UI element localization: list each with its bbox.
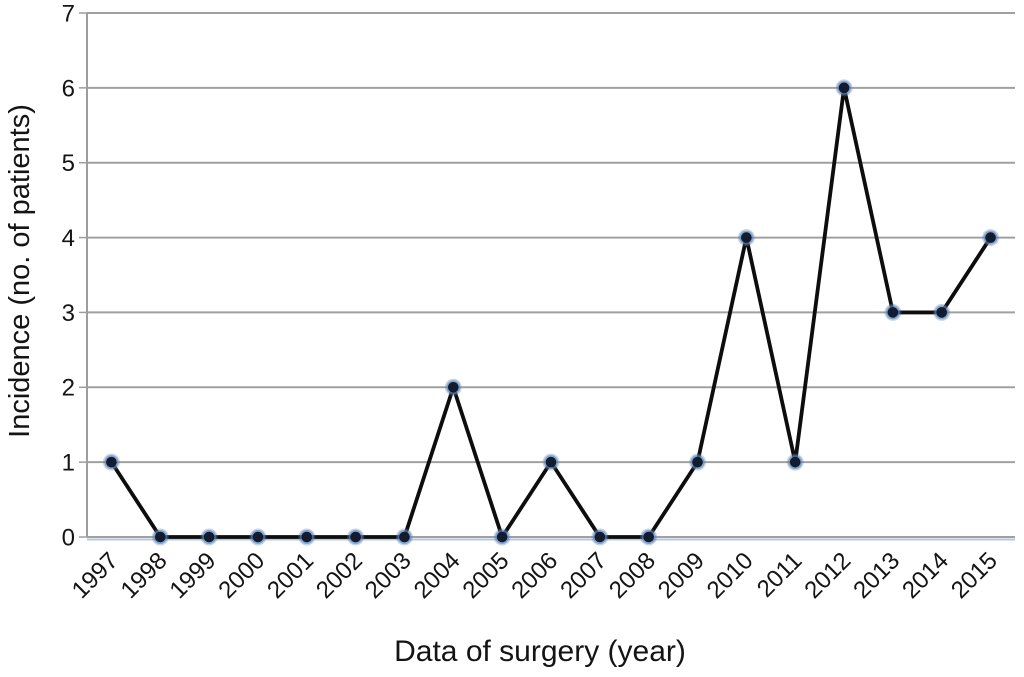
data-point xyxy=(106,456,117,468)
data-point xyxy=(448,381,459,393)
data-point xyxy=(350,531,361,543)
x-tick-label: 2004 xyxy=(409,547,466,604)
x-tick-label: 2006 xyxy=(506,547,563,604)
x-tick-label: 2005 xyxy=(458,547,515,604)
x-tick-label: 2009 xyxy=(653,547,710,604)
x-tick-label: 2012 xyxy=(799,547,856,604)
y-tick-label: 3 xyxy=(62,300,75,327)
x-tick-label: 1999 xyxy=(165,547,222,604)
x-tick-label: 1998 xyxy=(116,547,173,604)
data-point xyxy=(496,531,508,543)
data-point xyxy=(203,531,215,543)
x-tick-label: 2013 xyxy=(848,547,905,604)
data-point xyxy=(643,531,654,543)
y-axis-ticks xyxy=(79,12,87,538)
series-markers xyxy=(102,79,1000,546)
x-tick-labels: 1997199819992000200120022003200420052006… xyxy=(67,547,1003,604)
x-tick-label: 2007 xyxy=(555,547,612,604)
x-axis-title: Data of surgery (year) xyxy=(394,635,686,668)
x-tick-label: 2010 xyxy=(702,547,759,604)
x-tick-label: 1997 xyxy=(67,547,124,604)
data-point xyxy=(741,232,752,243)
y-axis-title: Incidence (no. of patients) xyxy=(4,104,36,438)
y-tick-label: 7 xyxy=(62,0,75,27)
data-point xyxy=(545,456,557,468)
y-tick-label: 6 xyxy=(62,75,75,102)
data-point xyxy=(692,456,703,468)
data-point xyxy=(154,531,166,543)
data-point xyxy=(252,531,264,543)
x-tick-label: 2008 xyxy=(604,547,661,604)
chart-plot-area: 0 1 2 3 4 5 6 7 19971998199920002001200220032004… xyxy=(62,0,1015,604)
data-point xyxy=(301,531,313,543)
data-point xyxy=(936,307,948,318)
x-tick-label: 2015 xyxy=(946,547,1003,604)
x-tick-label: 2002 xyxy=(311,547,368,604)
x-tick-label: 2011 xyxy=(752,547,808,603)
y-tick-label: 0 xyxy=(62,524,75,551)
x-tick-label: 2000 xyxy=(213,547,270,604)
y-tick-label: 2 xyxy=(62,375,75,402)
gridlines xyxy=(87,12,1015,538)
y-tick-label: 5 xyxy=(62,150,75,177)
data-point xyxy=(789,456,801,468)
x-tick-label: 2003 xyxy=(360,547,417,604)
data-point xyxy=(399,531,410,543)
y-tick-label: 1 xyxy=(62,450,75,477)
y-tick-labels: 0 1 2 3 4 5 6 7 xyxy=(62,0,75,551)
y-tick-label: 4 xyxy=(62,225,75,252)
data-point xyxy=(838,82,850,94)
data-point xyxy=(887,307,899,318)
data-point xyxy=(594,531,606,543)
x-tick-label: 2001 xyxy=(262,547,319,604)
data-point xyxy=(985,232,996,243)
x-tick-label: 2014 xyxy=(897,547,954,604)
